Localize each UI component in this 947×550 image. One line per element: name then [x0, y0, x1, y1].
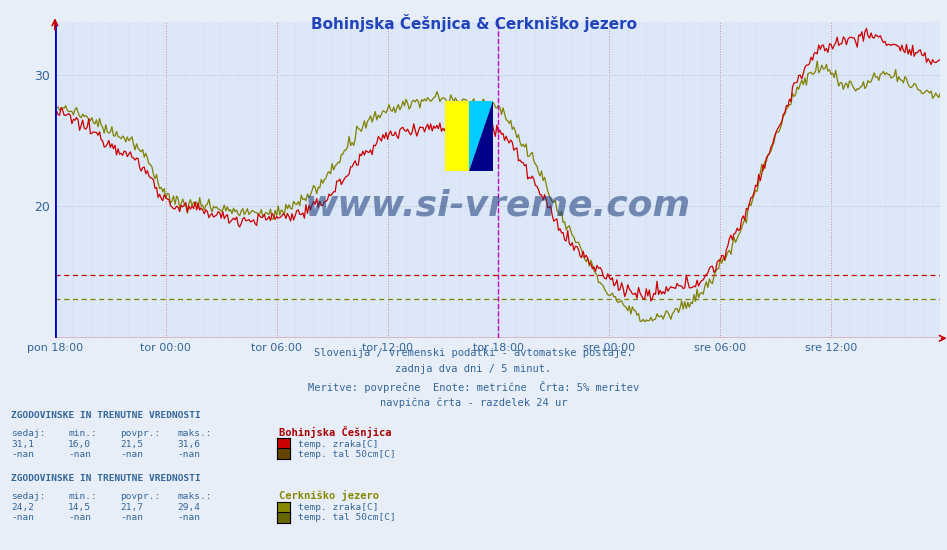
Text: 21,5: 21,5 [120, 440, 143, 449]
Polygon shape [469, 101, 493, 170]
Text: -nan: -nan [177, 450, 200, 459]
Text: maks.:: maks.: [177, 429, 211, 438]
Text: povpr.:: povpr.: [120, 429, 161, 438]
Text: 31,1: 31,1 [11, 440, 34, 449]
Text: sedaj:: sedaj: [11, 492, 45, 502]
Text: zadnja dva dni / 5 minut.: zadnja dva dni / 5 minut. [396, 364, 551, 374]
Polygon shape [469, 101, 493, 170]
Text: povpr.:: povpr.: [120, 492, 161, 502]
Text: navpična črta - razdelek 24 ur: navpična črta - razdelek 24 ur [380, 397, 567, 408]
Text: temp. tal 50cm[C]: temp. tal 50cm[C] [298, 450, 396, 459]
Text: min.:: min.: [68, 492, 97, 502]
Text: www.si-vreme.com: www.si-vreme.com [305, 189, 690, 222]
Text: sedaj:: sedaj: [11, 429, 45, 438]
Text: temp. zraka[C]: temp. zraka[C] [298, 503, 379, 513]
Text: Bohinjska Češnjica: Bohinjska Češnjica [279, 426, 392, 438]
Text: 24,2: 24,2 [11, 503, 34, 513]
Text: -nan: -nan [120, 450, 143, 459]
Text: temp. zraka[C]: temp. zraka[C] [298, 440, 379, 449]
Text: Cerkniško jezero: Cerkniško jezero [279, 491, 380, 502]
Text: 14,5: 14,5 [68, 503, 91, 513]
Text: 31,6: 31,6 [177, 440, 200, 449]
Text: 16,0: 16,0 [68, 440, 91, 449]
Text: temp. tal 50cm[C]: temp. tal 50cm[C] [298, 513, 396, 522]
Text: Slovenija / vremenski podatki - avtomatske postaje.: Slovenija / vremenski podatki - avtomats… [314, 348, 633, 358]
Text: 29,4: 29,4 [177, 503, 200, 513]
Text: ZGODOVINSKE IN TRENUTNE VREDNOSTI: ZGODOVINSKE IN TRENUTNE VREDNOSTI [11, 411, 201, 420]
Text: min.:: min.: [68, 429, 97, 438]
Text: -nan: -nan [11, 450, 34, 459]
Text: -nan: -nan [68, 450, 91, 459]
Text: -nan: -nan [11, 513, 34, 522]
Text: -nan: -nan [68, 513, 91, 522]
Polygon shape [444, 101, 469, 170]
Text: -nan: -nan [120, 513, 143, 522]
Text: maks.:: maks.: [177, 492, 211, 502]
Text: Meritve: povprečne  Enote: metrične  Črta: 5% meritev: Meritve: povprečne Enote: metrične Črta:… [308, 381, 639, 393]
Text: Bohinjska Češnjica & Cerkniško jezero: Bohinjska Češnjica & Cerkniško jezero [311, 14, 636, 32]
Text: ZGODOVINSKE IN TRENUTNE VREDNOSTI: ZGODOVINSKE IN TRENUTNE VREDNOSTI [11, 474, 201, 483]
Text: 21,7: 21,7 [120, 503, 143, 513]
Text: -nan: -nan [177, 513, 200, 522]
